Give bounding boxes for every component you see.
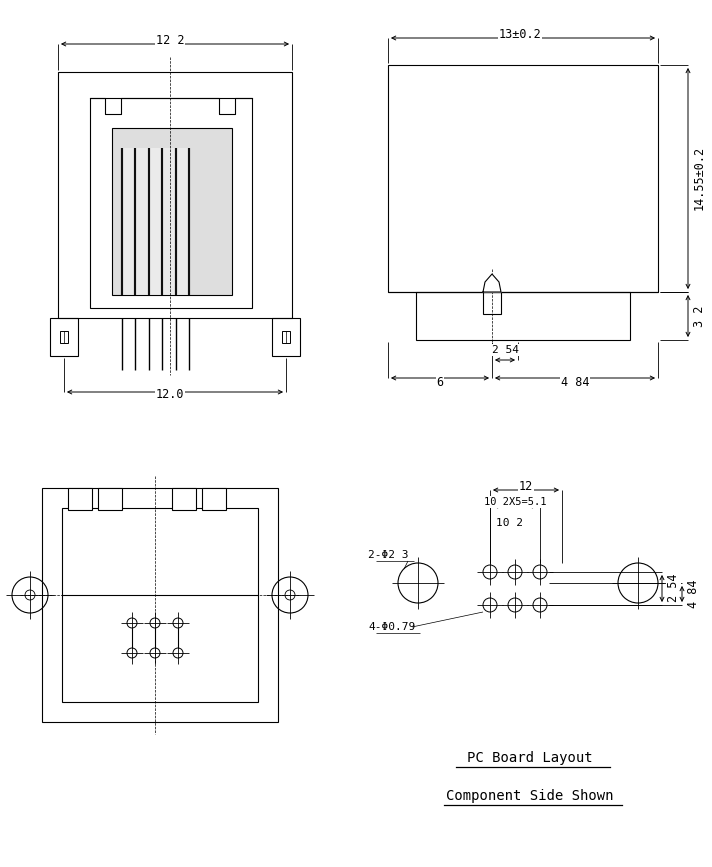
Text: 4 84: 4 84 xyxy=(561,375,590,388)
Text: 4 84: 4 84 xyxy=(687,580,700,609)
Bar xyxy=(112,128,232,295)
Bar xyxy=(123,148,134,295)
Text: 12.0: 12.0 xyxy=(156,388,184,401)
Bar xyxy=(202,488,226,510)
Bar xyxy=(163,148,175,295)
Bar xyxy=(60,331,68,343)
Text: 2 54: 2 54 xyxy=(491,345,518,355)
Text: 6: 6 xyxy=(436,375,444,388)
Bar xyxy=(90,98,252,308)
Bar xyxy=(62,508,258,702)
Bar xyxy=(68,488,92,510)
Text: 10 2X5=5.1: 10 2X5=5.1 xyxy=(483,497,546,507)
Bar xyxy=(58,72,292,318)
Bar xyxy=(483,292,501,314)
Bar xyxy=(416,292,630,340)
Text: 10 2: 10 2 xyxy=(496,518,523,528)
Bar xyxy=(112,128,232,295)
Text: 14.55±0.2: 14.55±0.2 xyxy=(693,146,706,210)
Bar xyxy=(50,318,78,356)
Bar xyxy=(388,65,658,292)
Bar xyxy=(150,148,161,295)
Bar xyxy=(98,488,122,510)
Bar xyxy=(177,148,188,295)
Text: 13±0.2: 13±0.2 xyxy=(498,29,541,42)
Text: 4-Φ0.79: 4-Φ0.79 xyxy=(368,622,415,632)
Text: 2-Φ2 3: 2-Φ2 3 xyxy=(368,550,409,560)
Bar xyxy=(172,488,196,510)
Text: 12: 12 xyxy=(519,479,533,492)
Text: 12 2: 12 2 xyxy=(156,35,184,48)
Bar xyxy=(42,488,278,722)
Bar xyxy=(282,331,290,343)
Bar xyxy=(272,318,300,356)
Text: PC Board Layout: PC Board Layout xyxy=(467,751,593,765)
Polygon shape xyxy=(483,274,501,292)
Text: 2 54: 2 54 xyxy=(667,574,680,603)
Text: 3 2: 3 2 xyxy=(693,305,706,327)
Text: Component Side Shown: Component Side Shown xyxy=(446,789,614,803)
Bar xyxy=(136,148,148,295)
